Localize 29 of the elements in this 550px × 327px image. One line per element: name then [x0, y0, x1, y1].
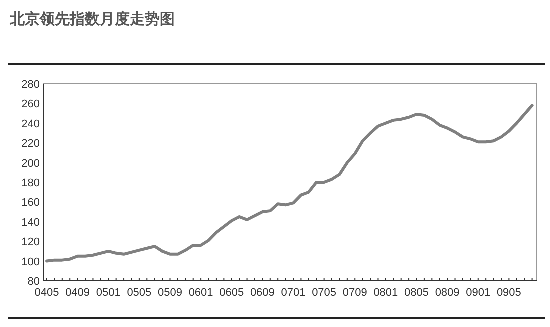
y-tick-label: 120 — [22, 236, 40, 249]
x-tick-label: 0701 — [281, 287, 306, 299]
y-tick-label: 200 — [22, 158, 40, 170]
x-tick-label: 0705 — [312, 287, 337, 299]
y-tick-label: 140 — [22, 216, 40, 229]
x-tick-label: 0405 — [34, 287, 60, 299]
x-tick-label: 0905 — [496, 287, 522, 299]
y-tick-label: 240 — [22, 118, 40, 130]
x-tick-label: 0901 — [466, 287, 491, 299]
chart-title: 北京领先指数月度走势图 — [9, 10, 175, 28]
x-tick-label: 0505 — [127, 287, 152, 299]
y-tick-label: 220 — [22, 138, 40, 150]
x-tick-label: 0609 — [250, 287, 275, 299]
y-tick-label: 100 — [22, 256, 40, 268]
y-tick-label: 80 — [28, 276, 40, 288]
x-tick-label: 0801 — [374, 287, 398, 299]
line-series — [46, 104, 534, 263]
x-tick-label: 0809 — [435, 287, 460, 299]
x-tick-label: 0605 — [220, 287, 244, 299]
y-tick-label: 280 — [22, 79, 40, 91]
x-tick-label: 0805 — [404, 287, 429, 299]
x-tick-label: 0601 — [188, 287, 214, 299]
x-tick-label: 0509 — [158, 287, 182, 299]
x-tick-label: 0501 — [96, 287, 121, 299]
x-tick-label: 0709 — [342, 287, 368, 299]
y-tick-label: 180 — [22, 178, 40, 190]
y-tick-label: 160 — [22, 197, 40, 210]
x-tick-label: 0409 — [66, 287, 90, 299]
y-tick-label: 260 — [22, 98, 40, 111]
